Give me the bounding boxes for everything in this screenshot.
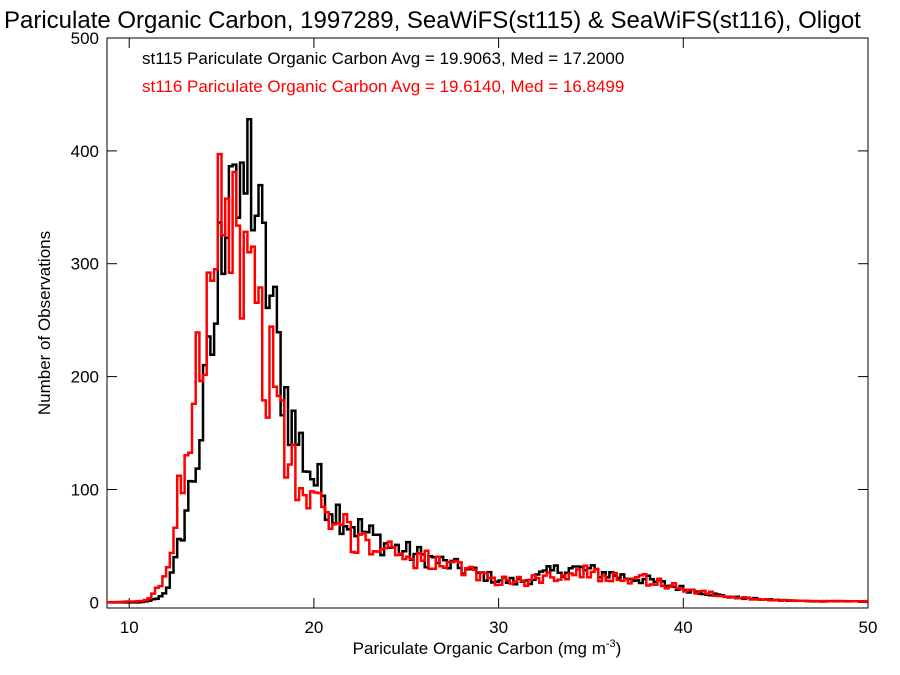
x-tick-label: 50 xyxy=(859,618,878,637)
y-tick-label: 0 xyxy=(90,593,99,612)
x-axis-label-sup: -3 xyxy=(606,638,616,650)
x-tick-label: 30 xyxy=(489,618,508,637)
legend-entry-st115: st115 Pariculate Organic Carbon Avg = 19… xyxy=(142,49,624,68)
y-tick-label: 300 xyxy=(71,255,99,274)
x-axis-label: Pariculate Organic Carbon (mg m-3) xyxy=(353,638,622,658)
series-line-st116 xyxy=(107,152,868,604)
y-tick-label: 500 xyxy=(71,29,99,48)
chart-title: Pariculate Organic Carbon, 1997289, SeaW… xyxy=(4,7,861,34)
y-tick-label: 400 xyxy=(71,142,99,161)
x-axis-label-main: Pariculate Organic Carbon (mg m xyxy=(353,639,606,658)
y-tick-label: 200 xyxy=(71,368,99,387)
y-tick-label: 100 xyxy=(71,481,99,500)
x-tick-label: 20 xyxy=(304,618,323,637)
series-layer xyxy=(107,118,868,604)
x-tick-label: 40 xyxy=(674,618,693,637)
x-tick-label: 10 xyxy=(120,618,139,637)
x-axis-label-close: ) xyxy=(616,639,622,658)
y-axis-label: Number of Observations xyxy=(35,231,54,415)
plot-frame xyxy=(106,37,869,609)
legend-entry-st116: st116 Pariculate Organic Carbon Avg = 19… xyxy=(142,77,624,96)
